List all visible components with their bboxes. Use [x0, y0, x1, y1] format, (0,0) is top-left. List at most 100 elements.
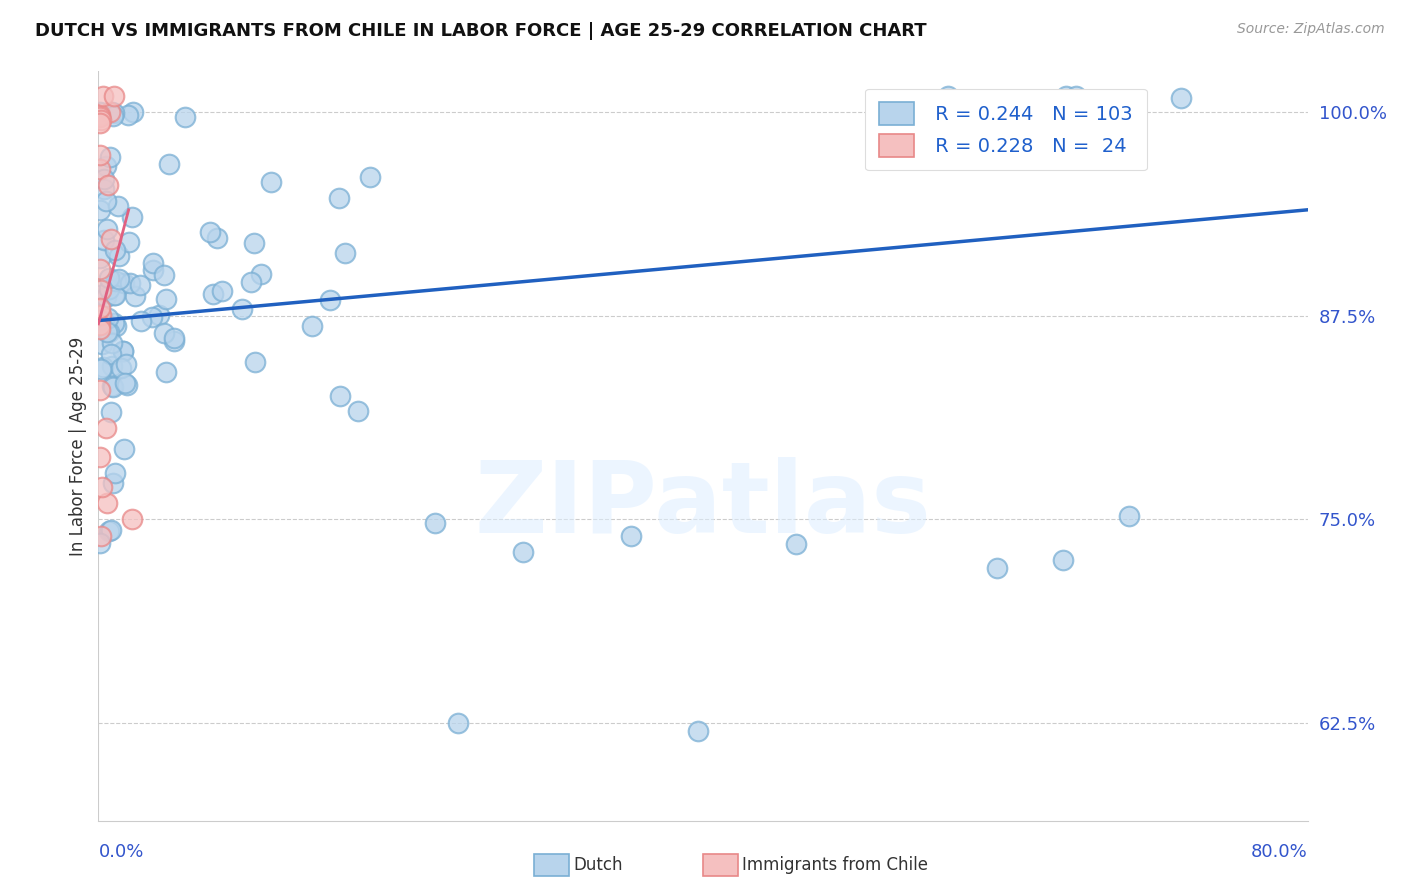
- Point: [129, 314, 152, 328]
- Text: 0.0%: 0.0%: [98, 844, 143, 862]
- Point: [89, 110, 111, 124]
- Point: [101, 359, 124, 374]
- Point: [101, 380, 124, 394]
- Point: [936, 88, 959, 103]
- Point: [89, 108, 111, 122]
- Point: [319, 293, 342, 307]
- Point: [91, 480, 114, 494]
- Point: [163, 331, 186, 345]
- Point: [121, 105, 143, 120]
- Point: [200, 225, 222, 239]
- Point: [163, 334, 186, 348]
- Text: ZIPatlas: ZIPatlas: [475, 458, 931, 555]
- Point: [112, 344, 135, 359]
- Point: [115, 357, 138, 371]
- Point: [141, 310, 163, 324]
- Point: [114, 442, 136, 456]
- Point: [142, 255, 165, 269]
- Point: [104, 466, 127, 480]
- Point: [447, 715, 470, 730]
- Point: [90, 283, 112, 297]
- Point: [260, 176, 283, 190]
- Legend:  R = 0.244   N = 103,  R = 0.228   N =  24: R = 0.244 N = 103, R = 0.228 N = 24: [865, 88, 1147, 170]
- Point: [98, 282, 121, 296]
- Point: [97, 271, 120, 285]
- Point: [108, 250, 131, 264]
- Point: [121, 210, 143, 224]
- Point: [89, 116, 111, 130]
- Point: [115, 378, 138, 392]
- Text: Dutch: Dutch: [574, 856, 623, 874]
- Point: [104, 243, 127, 257]
- Point: [96, 222, 118, 236]
- Text: DUTCH VS IMMIGRANTS FROM CHILE IN LABOR FORCE | AGE 25-29 CORRELATION CHART: DUTCH VS IMMIGRANTS FROM CHILE IN LABOR …: [35, 22, 927, 40]
- Point: [620, 528, 643, 542]
- Point: [93, 233, 115, 247]
- Point: [94, 159, 117, 173]
- Point: [90, 337, 112, 351]
- Point: [89, 202, 111, 217]
- Point: [89, 105, 111, 120]
- Point: [153, 268, 176, 282]
- Point: [100, 405, 122, 419]
- Point: [89, 536, 111, 550]
- Point: [423, 516, 446, 530]
- Point: [89, 383, 111, 397]
- Point: [98, 105, 121, 120]
- Point: [97, 178, 120, 192]
- Point: [211, 284, 233, 298]
- Point: [91, 88, 114, 103]
- Point: [346, 403, 368, 417]
- Point: [98, 524, 121, 538]
- Point: [124, 289, 146, 303]
- Point: [105, 274, 128, 288]
- Point: [107, 199, 129, 213]
- Point: [93, 314, 115, 328]
- Point: [148, 308, 170, 322]
- Point: [94, 290, 117, 304]
- Point: [201, 287, 224, 301]
- Point: [117, 108, 139, 122]
- Point: [96, 326, 118, 340]
- Point: [104, 318, 127, 333]
- Point: [89, 251, 111, 265]
- Y-axis label: In Labor Force | Age 25-29: In Labor Force | Age 25-29: [69, 336, 87, 556]
- Point: [155, 365, 177, 379]
- Point: [329, 389, 352, 403]
- Point: [118, 235, 141, 250]
- Point: [112, 276, 135, 290]
- Point: [90, 308, 112, 322]
- Point: [101, 336, 124, 351]
- Point: [91, 359, 114, 374]
- Point: [1118, 509, 1140, 524]
- Point: [100, 150, 122, 164]
- Point: [243, 236, 266, 251]
- Point: [93, 182, 115, 196]
- Point: [250, 267, 273, 281]
- Point: [89, 322, 111, 336]
- Point: [100, 347, 122, 361]
- Point: [174, 110, 197, 124]
- Point: [89, 161, 111, 176]
- Point: [90, 528, 112, 542]
- Point: [89, 313, 111, 327]
- Point: [1052, 553, 1074, 567]
- Point: [94, 194, 117, 208]
- Point: [785, 537, 807, 551]
- Point: [100, 523, 122, 537]
- Point: [110, 361, 132, 376]
- Point: [231, 302, 253, 317]
- Point: [89, 450, 111, 464]
- Point: [101, 379, 124, 393]
- Point: [104, 288, 127, 302]
- Point: [103, 288, 125, 302]
- Point: [1054, 88, 1077, 103]
- Point: [90, 361, 112, 376]
- Point: [157, 156, 180, 170]
- Point: [90, 113, 112, 128]
- Text: Immigrants from Chile: Immigrants from Chile: [742, 856, 928, 874]
- Point: [103, 105, 125, 120]
- Point: [107, 272, 129, 286]
- Point: [103, 317, 125, 331]
- Point: [986, 561, 1008, 575]
